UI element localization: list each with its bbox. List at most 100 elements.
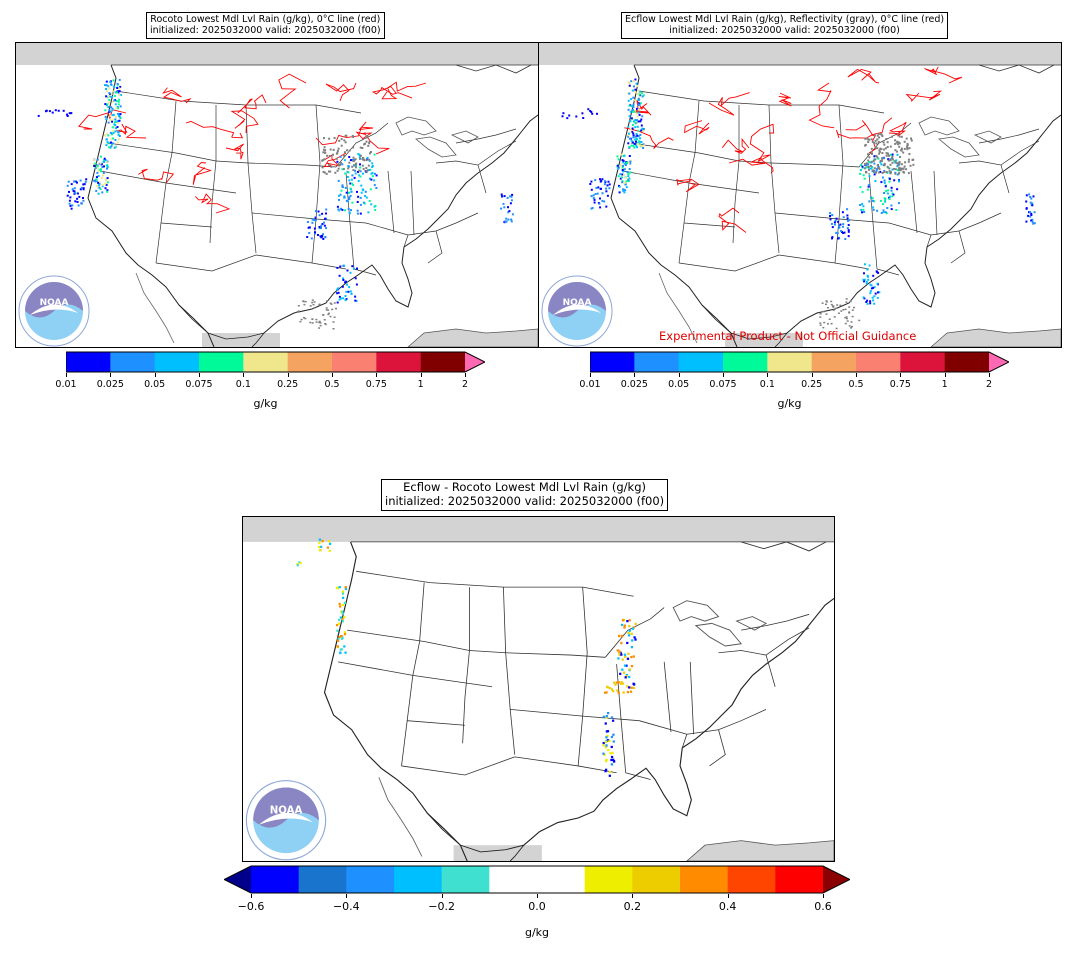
state-border [876, 268, 900, 276]
data-pixel [883, 179, 886, 182]
data-pixel [862, 205, 865, 208]
data-pixel [636, 146, 639, 149]
data-pixel [635, 82, 638, 85]
data-pixel [335, 586, 339, 589]
data-pixel [618, 650, 621, 653]
refl-pixel [297, 305, 300, 307]
colorbar-tick [823, 894, 824, 898]
data-pixel [296, 564, 299, 567]
refl-pixel [844, 317, 847, 319]
data-pixel [117, 103, 120, 106]
colorbar-segment [856, 352, 901, 372]
data-pixel [871, 296, 874, 299]
colorbar-extend-high [989, 352, 1009, 372]
data-pixel [364, 195, 367, 197]
data-pixel [107, 142, 110, 145]
data-pixel [109, 110, 112, 113]
refl-pixel [332, 321, 335, 323]
refl-pixel [906, 148, 909, 151]
data-pixel [634, 99, 637, 102]
data-pixel [320, 224, 323, 227]
data-pixel [116, 90, 119, 93]
data-pixel [373, 179, 376, 182]
data-pixel [621, 159, 624, 162]
state-border [427, 230, 443, 264]
refl-pixel [883, 143, 886, 146]
data-pixel [73, 187, 76, 190]
zero-c-contour [237, 94, 267, 114]
data-pixel [336, 301, 339, 304]
data-pixel [882, 203, 884, 206]
data-pixel [116, 91, 119, 94]
data-pixel [887, 158, 890, 161]
data-pixel [105, 180, 108, 183]
data-pixel [106, 165, 109, 168]
refl-pixel [894, 168, 897, 171]
data-pixel [608, 187, 611, 190]
data-pixel [634, 121, 637, 124]
data-pixel [871, 166, 874, 169]
data-pixel [625, 664, 628, 667]
colorbar-tick [465, 373, 466, 377]
data-pixel [634, 91, 637, 94]
coastline-west [610, 64, 738, 347]
colorbar-segment [298, 866, 347, 893]
refl-pixel [359, 146, 362, 149]
zero-c-contour [905, 90, 943, 102]
data-pixel [93, 164, 96, 167]
noaa-logo-text: NOAA [40, 298, 69, 308]
mexico-border [178, 304, 266, 347]
data-pixel [627, 179, 630, 182]
data-pixel [604, 691, 607, 694]
refl-pixel [864, 144, 867, 147]
data-pixel [97, 186, 100, 189]
data-pixel [353, 267, 356, 270]
data-pixel [884, 211, 887, 214]
colorbar-segment [537, 866, 585, 893]
data-pixel [885, 190, 888, 193]
data-pixel [320, 236, 323, 239]
data-pixel [114, 139, 117, 141]
data-pixel [859, 186, 862, 189]
refl-pixel [878, 136, 881, 139]
data-pixel [66, 194, 69, 197]
refl-pixel [888, 154, 891, 157]
data-pixel [105, 80, 108, 83]
data-pixel [628, 92, 631, 95]
data-pixel [371, 162, 374, 165]
data-pixel [338, 194, 340, 197]
data-pixel [344, 587, 348, 591]
colorbar-segment [680, 866, 728, 893]
data-pixel [341, 612, 344, 615]
refl-pixel [883, 170, 886, 173]
colorbar-tick-label: 0.05 [144, 379, 166, 390]
zero-c-contour [708, 92, 750, 116]
refl-pixel [353, 164, 355, 167]
refl-pixel [889, 159, 892, 162]
data-pixel [340, 297, 343, 300]
data-pixel [343, 195, 346, 198]
data-pixel [895, 209, 898, 211]
refl-pixel [887, 159, 890, 162]
refl-pixel [908, 153, 911, 155]
data-pixel [342, 277, 344, 280]
refl-pixel [891, 161, 894, 164]
data-pixel [110, 83, 113, 86]
baja-coast [378, 777, 423, 857]
map-land-mask-north [539, 43, 1061, 65]
data-pixel [102, 160, 105, 163]
refl-pixel [875, 142, 878, 145]
refl-pixel [869, 164, 872, 167]
refl-pixel [340, 144, 343, 147]
data-pixel [112, 132, 115, 134]
data-pixel [357, 153, 360, 155]
data-pixel [350, 178, 353, 181]
refl-pixel [340, 161, 342, 164]
data-pixel [310, 237, 313, 240]
refl-pixel [910, 139, 913, 142]
data-pixel [865, 166, 868, 169]
data-pixel [623, 626, 626, 629]
data-pixel [869, 302, 872, 305]
data-pixel [51, 111, 54, 114]
refl-pixel [324, 323, 327, 325]
